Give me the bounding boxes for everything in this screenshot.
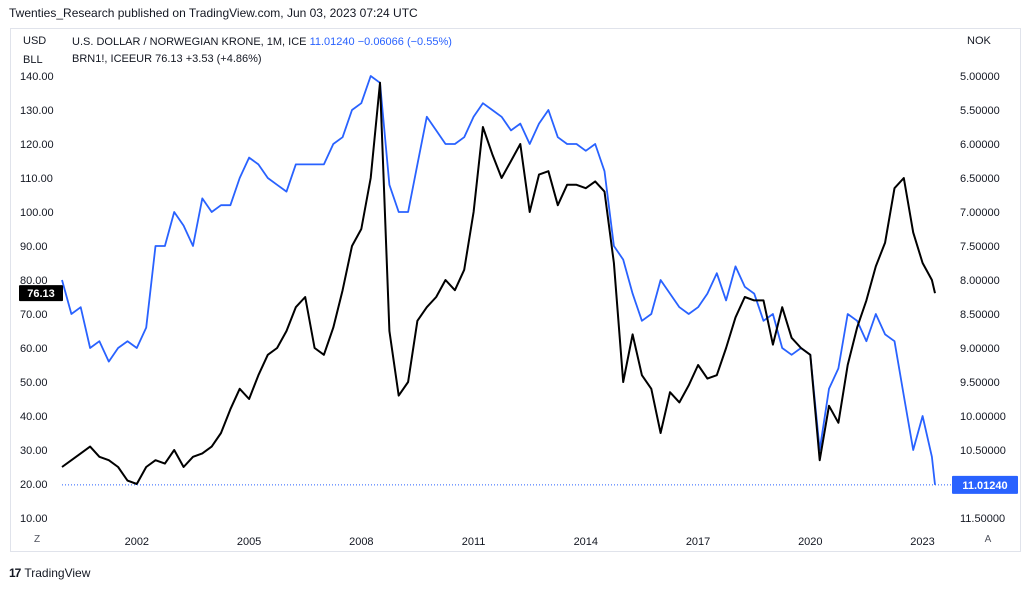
legend-usdnok-change: −0.06066 (−0.55%) [357,36,452,48]
legend-brent-name: BRN1!, ICEEUR [72,53,153,65]
left-axis-tick-label: 140.00 [20,71,54,83]
chart-frame [10,28,1021,552]
right-axis-tick-label: 10.50000 [960,445,1006,457]
left-axis-tick-label: 30.00 [20,445,48,457]
right-axis-tick-label: 8.50000 [960,309,1000,321]
left-axis-tick-label: 80.00 [20,275,48,287]
x-axis-tick-label: 2005 [237,536,261,548]
tradingview-footer-logo[interactable]: 17 TradingView [9,566,90,580]
legend-usdnok-name: U.S. DOLLAR / NORWEGIAN KRONE, 1M, ICE [72,36,307,48]
x-axis-tick-label: 2011 [462,536,486,548]
right-axis-tick-label: 9.50000 [960,377,1000,389]
left-axis-tick-label: 10.00 [20,513,48,525]
x-axis-tick-label: 2008 [349,536,373,548]
x-axis-tick-label: 2017 [686,536,710,548]
brent-price-badge-label: 76.13 [27,288,55,300]
right-axis-tick-label: 6.50000 [960,173,1000,185]
left-axis-tick-label: 100.00 [20,207,54,219]
usdnok-price-badge-label: 11.01240 [962,480,1007,492]
x-axis-tick-label: 2020 [798,536,822,548]
left-axis-tick-label: 90.00 [20,241,48,253]
legend-usdnok-value: 11.01240 [309,36,355,48]
left-axis-tick-label: 70.00 [20,309,48,321]
left-axis-unit-bll: BLL [23,54,43,66]
left-axis-tick-label: 20.00 [20,479,48,491]
right-axis-tick-label: 6.00000 [960,139,1000,151]
left-axis-tick-label: 60.00 [20,343,48,355]
log-scale-toggle-left[interactable]: Z [33,534,41,545]
tradingview-logo-text: TradingView [24,566,91,580]
left-axis-tick-label: 40.00 [20,411,48,423]
x-axis-tick-label: 2014 [574,536,598,548]
brent-series-line [61,81,936,485]
legend-brent-value: 76.13 [155,53,183,65]
brent-price-badge [19,285,63,302]
right-axis-tick-label: 7.50000 [960,241,1000,253]
tradingview-logo-icon: 17 [9,566,21,580]
left-axis-tick-label: 130.00 [20,105,54,117]
publication-attribution: Twenties_Research published on TradingVi… [9,6,418,20]
right-axis-tick-label: 11.50000 [960,513,1005,525]
left-axis-unit-usd: USD [23,35,47,47]
left-axis-tick-label: 110.00 [20,173,53,185]
legend-brent-change: +3.53 (+4.86%) [185,53,262,65]
right-axis-unit-nok: NOK [967,35,991,47]
usdnok-price-badge [952,475,1018,494]
right-axis-tick-label: 10.00000 [960,411,1006,423]
left-axis-tick-label: 120.00 [20,139,54,151]
right-axis-tick-label: 8.00000 [960,275,1000,287]
right-axis-tick-label: 5.00000 [960,71,1000,83]
right-axis-tick-label: 5.50000 [960,105,1000,117]
left-axis-tick-label: 50.00 [20,377,48,389]
x-axis-tick-label: 2023 [910,536,934,548]
legend-brent[interactable]: BRN1!, ICEEUR 76.13 +3.53 (+4.86%) [72,52,262,66]
right-axis-tick-label: 7.00000 [960,207,1000,219]
x-axis-tick-label: 2002 [125,536,149,548]
right-axis-tick-label: 9.00000 [960,343,1000,355]
auto-scale-toggle-right[interactable]: A [984,534,992,545]
legend-usdnok[interactable]: U.S. DOLLAR / NORWEGIAN KRONE, 1M, ICE 1… [72,35,452,49]
usdnok-series-line [61,75,936,485]
